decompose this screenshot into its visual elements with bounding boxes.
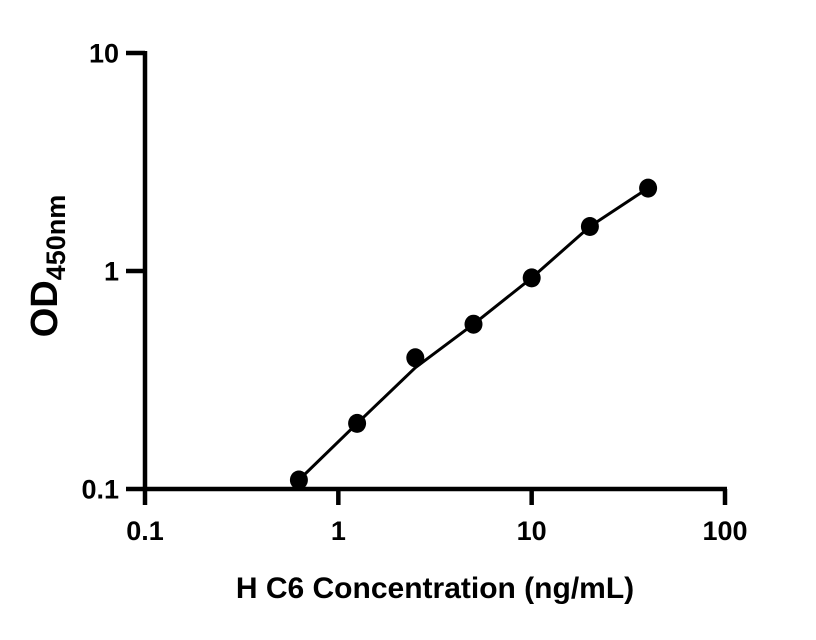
y-axis-title: OD450nm: [24, 195, 71, 338]
x-tick-label: 1: [331, 516, 346, 546]
data-point: [522, 268, 541, 288]
y-tick-label: 1: [104, 257, 119, 287]
x-axis-title: H C6 Concentration (ng/mL): [236, 572, 634, 605]
data-point: [348, 413, 367, 433]
data-point: [580, 217, 599, 236]
x-tick-label: 100: [702, 516, 747, 546]
y-axis-title-main: OD: [24, 280, 66, 337]
axes: [142, 51, 727, 492]
x-tick-label: 10: [517, 516, 547, 546]
data-point: [639, 178, 658, 198]
y-axis-title-subscript: 450nm: [41, 195, 71, 281]
y-tick-label: 0.1: [81, 475, 119, 505]
x-axis-ticks: 0.1 1 10 100: [126, 489, 748, 546]
y-tick-label: 10: [89, 39, 119, 69]
x-tick-label: 0.1: [126, 516, 164, 546]
data-series-layer: [289, 178, 658, 490]
data-point: [464, 314, 483, 334]
data-point: [289, 470, 308, 490]
y-axis-ticks: 0.1 1 10: [81, 39, 145, 505]
data-point: [406, 348, 425, 368]
